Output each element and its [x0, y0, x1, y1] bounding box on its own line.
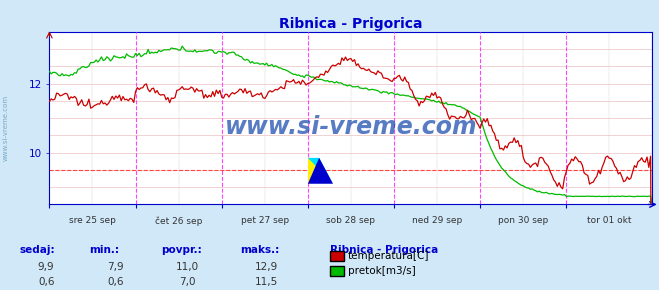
Text: maks.:: maks.:	[241, 245, 280, 255]
Text: tor 01 okt: tor 01 okt	[587, 216, 631, 225]
Text: 7,9: 7,9	[107, 262, 124, 272]
Text: pet 27 sep: pet 27 sep	[241, 216, 289, 225]
Title: Ribnica - Prigorica: Ribnica - Prigorica	[279, 17, 422, 31]
Text: 11,0: 11,0	[176, 262, 200, 272]
Text: sob 28 sep: sob 28 sep	[326, 216, 376, 225]
Text: pon 30 sep: pon 30 sep	[498, 216, 548, 225]
Text: www.si-vreme.com: www.si-vreme.com	[2, 95, 9, 161]
Text: temperatura[C]: temperatura[C]	[348, 251, 430, 261]
Polygon shape	[308, 158, 333, 184]
Text: čet 26 sep: čet 26 sep	[155, 216, 202, 226]
Text: 9,9: 9,9	[38, 262, 55, 272]
Text: sre 25 sep: sre 25 sep	[69, 216, 116, 225]
Text: 0,6: 0,6	[38, 277, 55, 287]
Polygon shape	[308, 158, 333, 184]
Text: 12,9: 12,9	[255, 262, 279, 272]
Text: sedaj:: sedaj:	[20, 245, 55, 255]
Text: Ribnica - Prigorica: Ribnica - Prigorica	[330, 245, 438, 255]
Text: min.:: min.:	[89, 245, 119, 255]
Text: 0,6: 0,6	[107, 277, 124, 287]
Text: pretok[m3/s]: pretok[m3/s]	[348, 266, 416, 276]
Text: ned 29 sep: ned 29 sep	[412, 216, 462, 225]
Text: 11,5: 11,5	[255, 277, 279, 287]
Text: povpr.:: povpr.:	[161, 245, 202, 255]
Polygon shape	[308, 158, 319, 184]
Text: www.si-vreme.com: www.si-vreme.com	[225, 115, 477, 139]
Text: 7,0: 7,0	[179, 277, 196, 287]
